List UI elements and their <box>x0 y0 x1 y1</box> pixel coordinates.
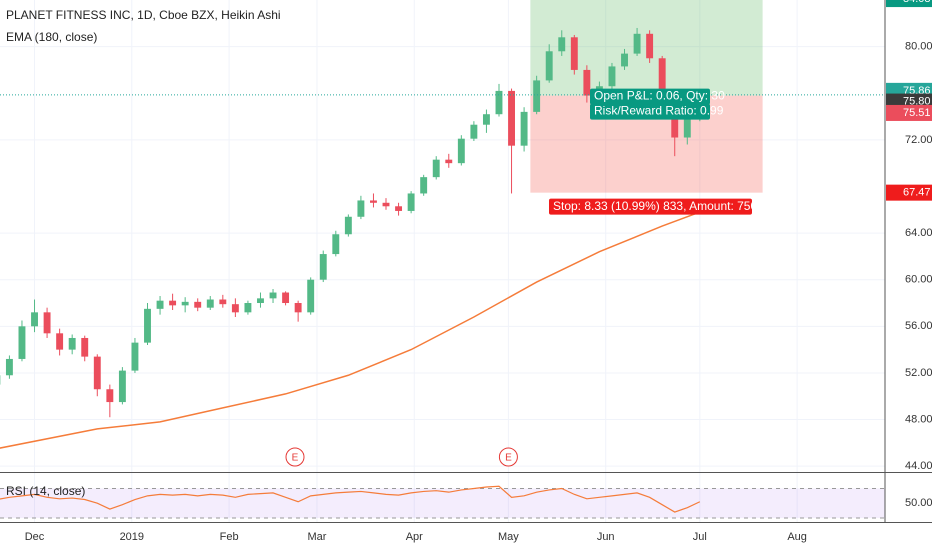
y-tick-label: 48.00 <box>905 413 932 425</box>
candle-body <box>533 80 541 112</box>
candle-body <box>118 370 126 403</box>
earnings-marker <box>285 447 305 467</box>
price-tag-label: 67.47 <box>903 187 931 199</box>
candle-body <box>181 301 189 306</box>
x-tick-label: 2019 <box>120 531 144 543</box>
rsi-title: RSI (14, close) <box>6 484 85 498</box>
candle-body <box>583 69 591 96</box>
candle-body <box>169 300 177 306</box>
candle-body <box>156 300 164 309</box>
candle-body <box>520 111 528 146</box>
candle-body <box>570 37 578 70</box>
x-tick-label: Feb <box>220 531 239 543</box>
candle-body <box>470 124 478 139</box>
candle-body <box>633 33 641 54</box>
candle-body <box>68 337 76 350</box>
earnings-label: E <box>292 453 299 464</box>
candle-body <box>93 356 101 390</box>
candle-body <box>31 312 38 327</box>
candle-body <box>294 303 302 313</box>
position-label: Open P&L: 0.06, Qty: 30 <box>594 89 725 103</box>
y-tick-label: 52.00 <box>905 367 932 379</box>
y-tick-label: 80.00 <box>905 41 932 53</box>
candle-body <box>5 358 13 376</box>
price-tag <box>886 0 932 8</box>
candle-body <box>558 37 566 52</box>
candle-body <box>646 33 654 59</box>
candle-body <box>194 301 202 308</box>
candle-body <box>344 216 352 235</box>
x-tick-label: Jun <box>597 531 615 543</box>
candle-body <box>231 304 239 313</box>
earnings-marker <box>498 447 518 467</box>
y-tick-label: 64.00 <box>905 227 932 239</box>
price-tag <box>886 104 932 121</box>
candle-body <box>18 326 26 359</box>
price-tag-label: 84.08 <box>903 0 931 5</box>
indicator-title: EMA (180, close) <box>6 30 97 44</box>
x-tick-label: Mar <box>307 531 326 543</box>
rsi-line <box>0 485 701 513</box>
x-tick-label: May <box>498 531 519 543</box>
candle-body <box>43 312 51 334</box>
candle-body <box>206 299 214 308</box>
candle-body <box>495 90 503 115</box>
position-label-box <box>590 103 710 120</box>
candle-body <box>332 234 340 255</box>
candle-body <box>219 299 227 305</box>
position-label: Risk/Reward Ratio: 0.99 <box>594 104 724 118</box>
chart-title: PLANET FITNESS INC, 1D, Cboe BZX, Heikin… <box>6 8 281 22</box>
x-tick-label: Jul <box>693 531 707 543</box>
ema-line <box>0 211 701 449</box>
x-tick-label: Dec <box>25 531 45 543</box>
candle-body <box>269 292 277 299</box>
y-tick-label: 44.00 <box>905 460 932 472</box>
y-tick-label: 56.00 <box>905 320 932 332</box>
candle-body <box>370 200 377 203</box>
y-tick-label: 60.00 <box>905 274 932 286</box>
candle-body <box>621 53 628 67</box>
x-tick-label: Aug <box>787 531 807 543</box>
price-tag <box>886 184 932 201</box>
price-tag-label: 75.80 <box>903 95 931 107</box>
rsi-band-fill <box>0 488 885 518</box>
candle-body <box>457 138 465 164</box>
position-label-box <box>549 198 752 215</box>
candle-body <box>56 333 64 350</box>
candle-body <box>382 202 390 207</box>
candle-body <box>445 159 453 164</box>
candle-body <box>81 337 89 357</box>
candle-body <box>683 118 691 138</box>
candle-body <box>257 298 264 304</box>
rsi-tick-label: 50.00 <box>905 497 932 509</box>
candle-body <box>508 90 515 146</box>
candle-body <box>106 389 114 403</box>
position-label: Stop: 8.33 (10.99%) 833, Amount: 750.1 <box>553 199 767 213</box>
candle-body <box>319 254 327 280</box>
x-tick-label: Apr <box>406 531 423 543</box>
price-tag-label: 75.51 <box>903 107 931 119</box>
y-tick-label: 72.00 <box>905 134 932 146</box>
candle-body <box>357 200 365 217</box>
candle-body <box>282 292 290 304</box>
candle-body <box>244 303 252 313</box>
candle-body <box>307 279 315 313</box>
candle-body <box>131 342 139 371</box>
candle-body <box>545 51 553 81</box>
candle-body <box>395 206 403 211</box>
candle-body <box>658 58 666 100</box>
candle-body <box>420 177 428 194</box>
position-label-box <box>590 88 710 105</box>
earnings-label: E <box>505 453 512 464</box>
candle-body <box>432 159 440 178</box>
candle-body <box>407 193 415 211</box>
candle-body <box>482 114 490 125</box>
candle-body <box>144 308 151 343</box>
candle-body <box>608 66 616 87</box>
